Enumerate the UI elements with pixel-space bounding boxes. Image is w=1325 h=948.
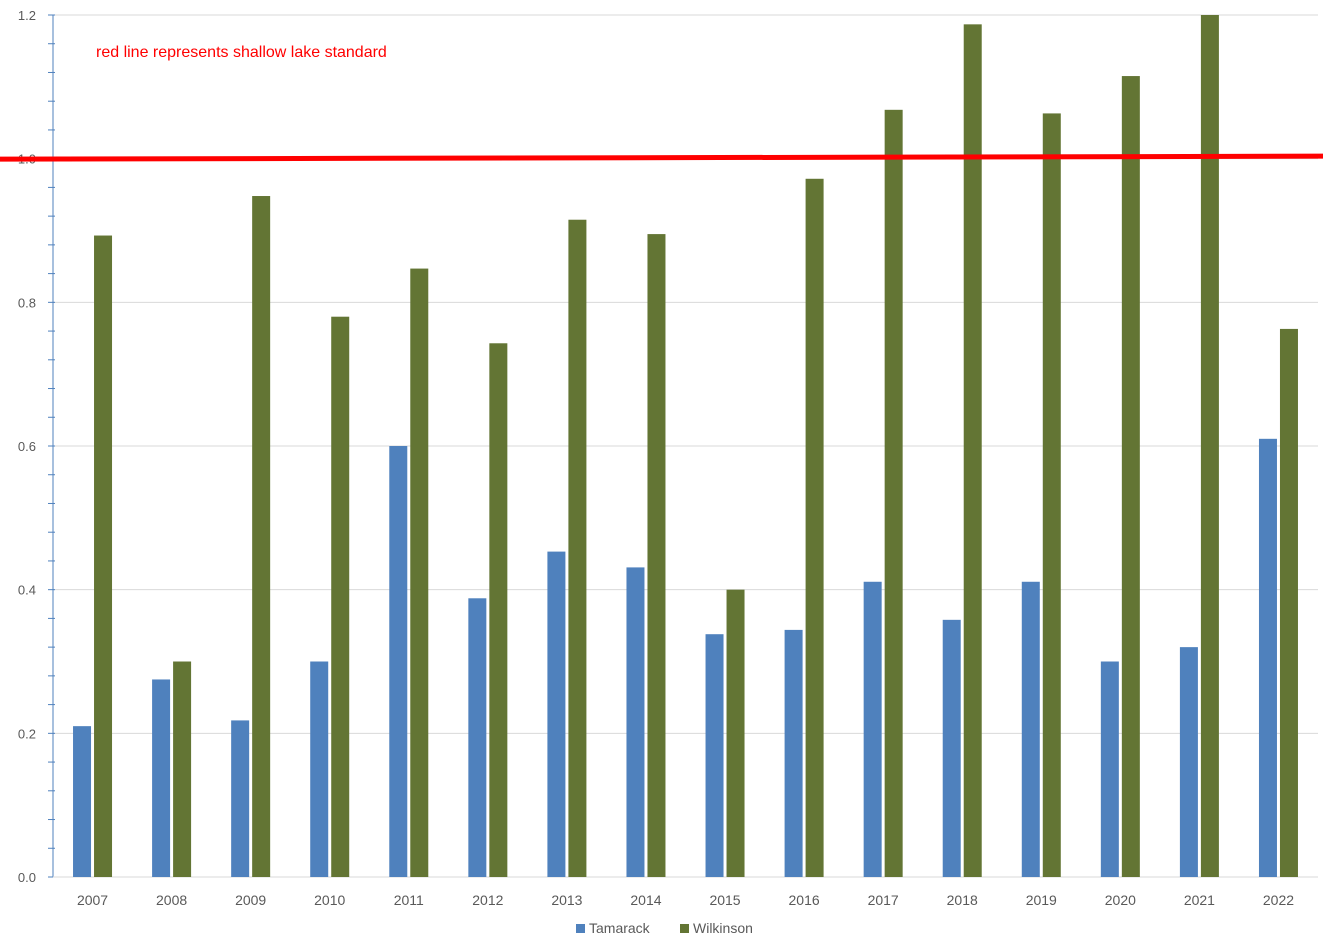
bar-wilkinson-2019 (1042, 113, 1061, 877)
legend-swatch-wilkinson (680, 924, 689, 933)
bar-wilkinson-2017 (884, 109, 903, 877)
legend-swatch-tamarack (576, 924, 585, 933)
bar-wilkinson-2014 (647, 234, 666, 877)
bar-wilkinson-2012 (489, 343, 508, 877)
y-tick-label: 0.2 (18, 726, 36, 741)
y-tick-label: 0.8 (18, 295, 36, 310)
y-tick-label: 0.4 (18, 583, 36, 598)
bar-wilkinson-2010 (331, 316, 350, 877)
bar-tamarack-2022 (1258, 438, 1277, 877)
x-tick-label: 2008 (156, 892, 187, 908)
bar-wilkinson-2007 (94, 235, 113, 878)
x-tick-label: 2018 (947, 892, 978, 908)
x-tick-label: 2007 (77, 892, 108, 908)
bar-tamarack-2011 (389, 446, 408, 877)
x-tick-label: 2010 (314, 892, 345, 908)
bar-tamarack-2014 (626, 567, 645, 877)
bar-tamarack-2012 (468, 598, 487, 877)
bar-tamarack-2013 (547, 551, 566, 877)
bar-wilkinson-2009 (252, 196, 271, 877)
x-tick-label: 2020 (1105, 892, 1136, 908)
bar-tamarack-2016 (784, 629, 803, 877)
bar-tamarack-2015 (705, 634, 724, 877)
x-tick-label: 2017 (868, 892, 899, 908)
y-tick-label: 1.2 (18, 8, 36, 23)
legend-label-tamarack: Tamarack (589, 920, 651, 936)
x-tick-label: 2019 (1026, 892, 1057, 908)
bar-tamarack-2021 (1179, 647, 1198, 877)
x-tick-label: 2014 (630, 892, 661, 908)
bar-wilkinson-2015 (726, 589, 745, 877)
reference-line-group (0, 153, 1324, 162)
bar-wilkinson-2020 (1121, 76, 1140, 877)
x-tick-label: 2016 (789, 892, 820, 908)
bar-tamarack-2009 (231, 720, 250, 877)
bar-wilkinson-2018 (963, 24, 982, 878)
bar-wilkinson-2022 (1279, 328, 1298, 878)
bar-wilkinson-2013 (568, 219, 587, 878)
reference-line (0, 153, 1324, 162)
y-tick-label: 0.0 (18, 870, 36, 885)
x-tick-label: 2012 (472, 892, 503, 908)
bar-wilkinson-2021 (1200, 15, 1219, 877)
y-tick-label: 0.6 (18, 439, 36, 454)
bar-tamarack-2019 (1021, 581, 1040, 877)
reference-annotation: red line represents shallow lake standar… (96, 44, 387, 61)
legend-label-wilkinson: Wilkinson (693, 920, 753, 936)
x-tick-label: 2015 (709, 892, 740, 908)
bar-tamarack-2018 (942, 619, 961, 877)
bar-tamarack-2010 (310, 661, 329, 877)
bar-tamarack-2017 (863, 581, 882, 877)
bar-tamarack-2007 (73, 726, 92, 877)
x-tick-label: 2009 (235, 892, 266, 908)
bar-wilkinson-2011 (410, 268, 429, 877)
bars (73, 15, 1298, 878)
bar-wilkinson-2016 (805, 178, 824, 877)
bar-tamarack-2020 (1100, 661, 1119, 877)
x-tick-label: 2013 (551, 892, 582, 908)
x-tick-label: 2021 (1184, 892, 1215, 908)
legend: Tamarack Wilkinson (576, 920, 753, 936)
bar-wilkinson-2008 (173, 661, 192, 877)
x-tick-label: 2022 (1263, 892, 1294, 908)
x-axis-labels: 2007 2008 2009 2010 2011 2012 2013 2014 2015 2016… (77, 892, 1294, 908)
bar-tamarack-2008 (152, 679, 171, 877)
x-tick-label: 2011 (394, 892, 424, 908)
